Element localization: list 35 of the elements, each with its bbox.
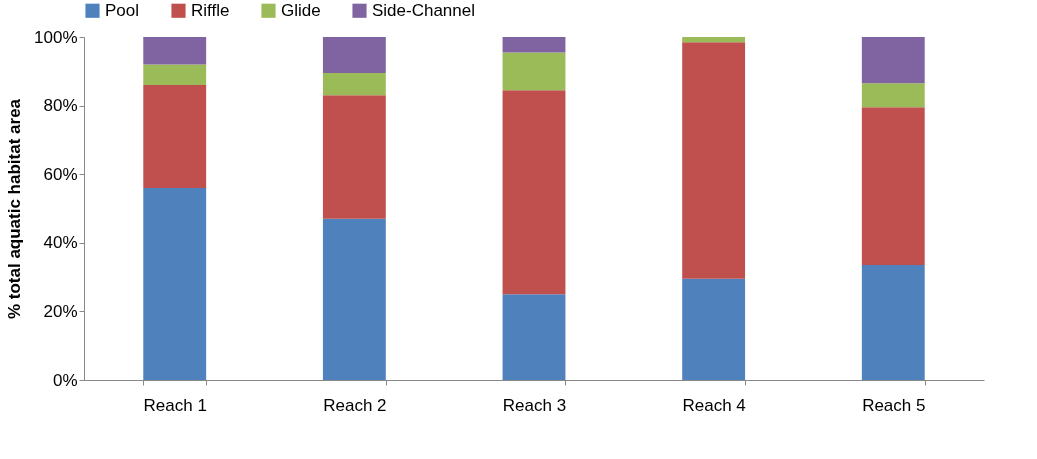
bar <box>682 278 746 380</box>
y-axis-title: % total aquatic habitat area <box>5 98 25 320</box>
bar <box>861 265 925 380</box>
y-tick-label: 80% <box>43 96 78 116</box>
x-tick-label: Reach 2 <box>323 395 387 415</box>
y-tick-label: 0% <box>52 370 78 390</box>
bar <box>322 218 386 380</box>
bar <box>143 64 207 86</box>
bar <box>143 85 207 188</box>
bar <box>861 107 925 266</box>
bar <box>682 37 746 43</box>
legend-label: Riffle <box>191 0 230 20</box>
legend-label: Pool <box>105 0 140 20</box>
bar <box>322 95 386 219</box>
bar <box>682 42 746 279</box>
legend-label: Glide <box>281 0 321 20</box>
bar <box>322 73 386 96</box>
y-tick-label: 60% <box>43 164 78 184</box>
x-tick-label: Reach 5 <box>862 395 926 415</box>
bar <box>502 294 566 380</box>
bar <box>143 37 207 65</box>
x-tick-label: Reach 3 <box>502 395 567 415</box>
bar <box>143 187 207 380</box>
bar <box>502 52 566 91</box>
bar <box>502 37 566 53</box>
y-tick-label: 20% <box>43 301 78 321</box>
legend-label: Side-Channel <box>372 0 476 20</box>
x-tick-label: Reach 1 <box>143 395 207 415</box>
bar <box>861 37 925 84</box>
x-tick-label: Reach 4 <box>682 395 746 415</box>
bar <box>861 83 925 108</box>
bar <box>502 90 566 295</box>
bar <box>322 37 386 74</box>
y-tick-label: 100% <box>34 27 78 47</box>
y-tick-label: 40% <box>43 233 78 253</box>
